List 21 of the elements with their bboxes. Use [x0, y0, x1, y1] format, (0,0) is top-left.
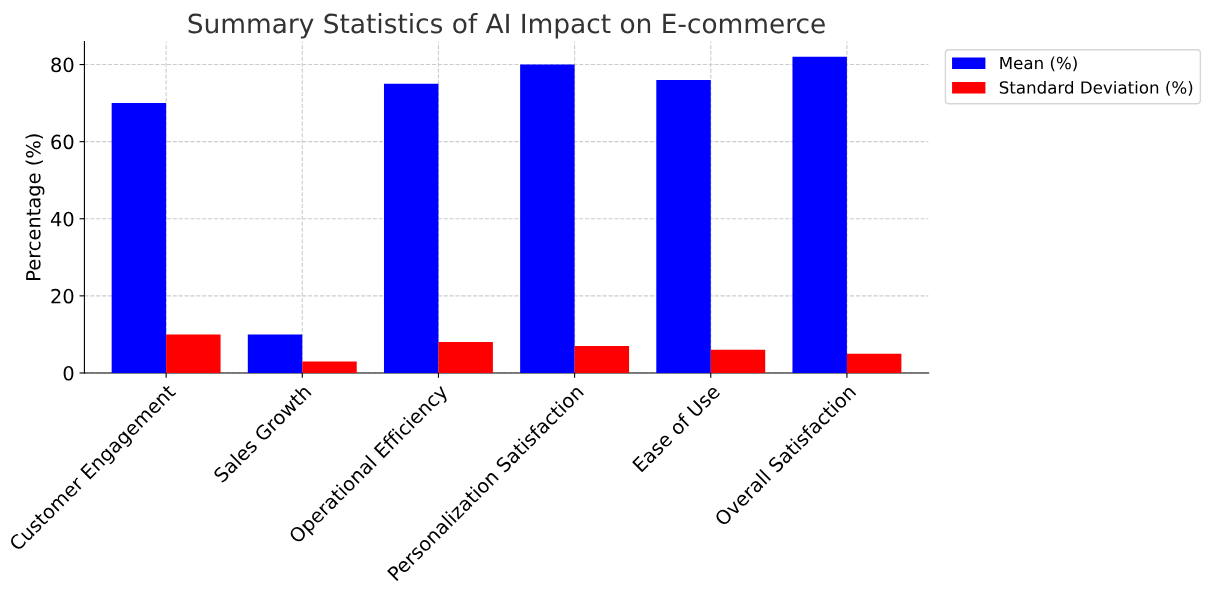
y-tick-label: 40 [50, 211, 74, 227]
y-tick-label: 60 [51, 134, 74, 150]
legend-label: Mean (%) [1000, 56, 1077, 72]
bar [710, 349, 766, 373]
bar [846, 353, 902, 373]
bar [111, 103, 167, 373]
bar [302, 361, 357, 373]
bar [247, 334, 303, 373]
bar [166, 334, 221, 373]
y-tick-label: 0 [63, 365, 74, 381]
bar [383, 83, 439, 373]
bar [574, 345, 630, 373]
bar [438, 342, 493, 373]
chart-title: Summary Statistics of AI Impact on E-commerce [188, 13, 825, 39]
y-tick-label: 80 [51, 57, 74, 73]
bar [792, 56, 847, 373]
legend-label: Standard Deviation (%) [999, 80, 1193, 96]
y-tick-label: 20 [51, 288, 74, 304]
bar [656, 79, 711, 373]
bar [520, 64, 575, 373]
y-axis-title: Percentage (%) [25, 134, 45, 280]
